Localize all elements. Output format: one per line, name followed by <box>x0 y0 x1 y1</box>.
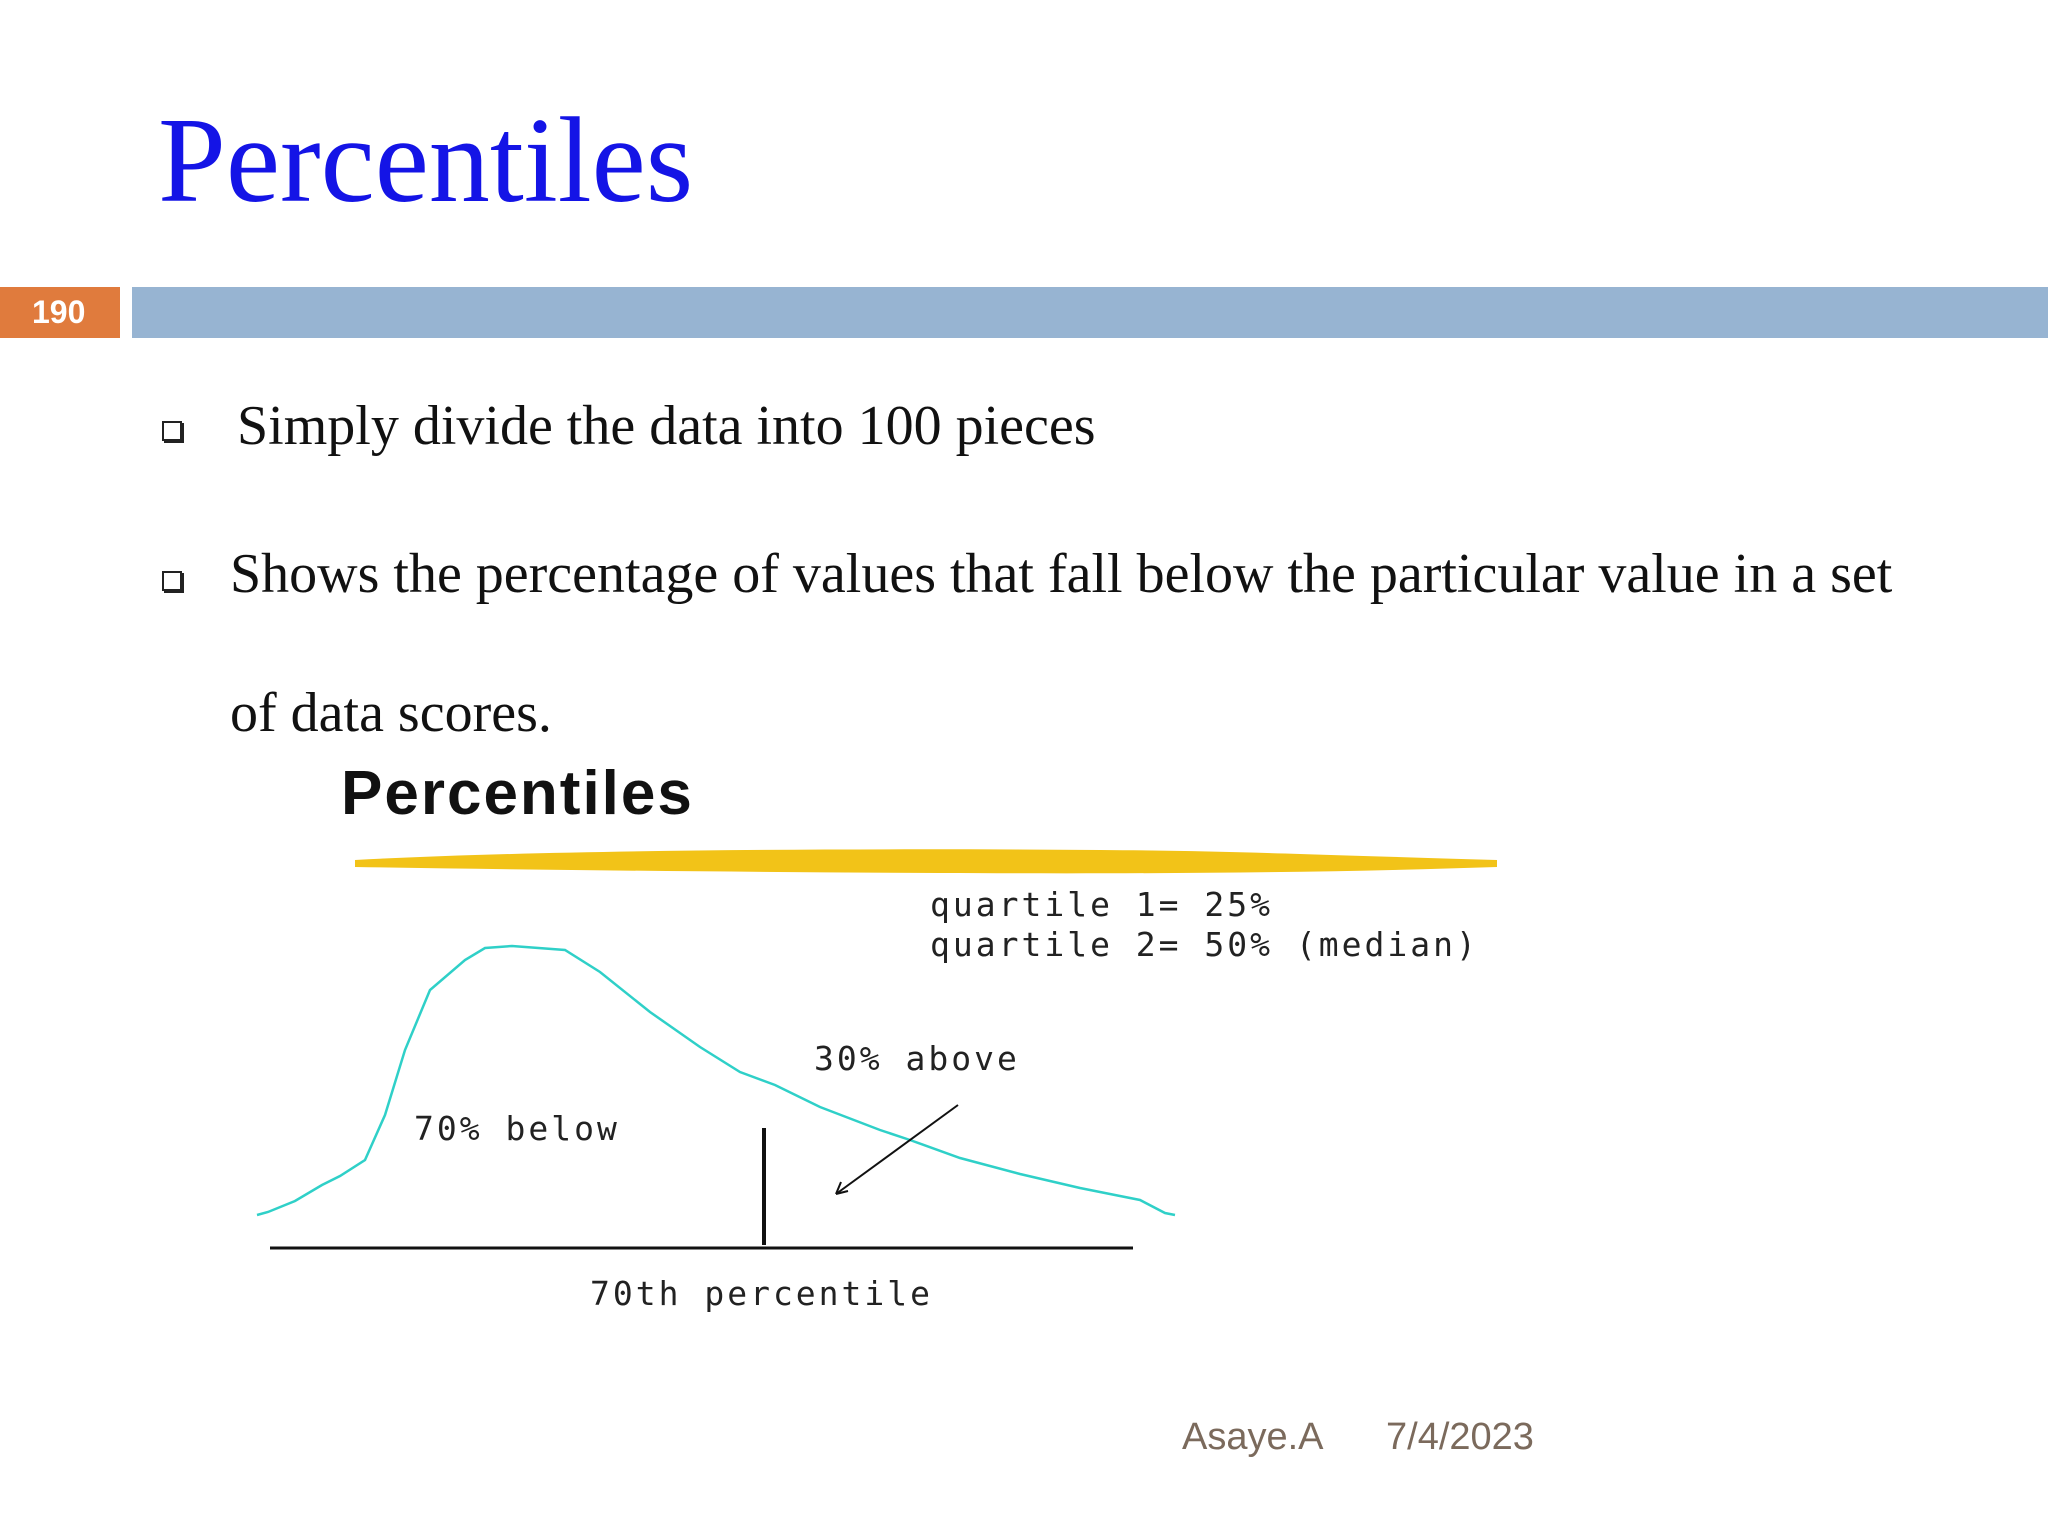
figure-heading: Percentiles <box>341 759 694 828</box>
bullet-square-icon <box>162 421 182 441</box>
distribution-curve <box>256 944 1176 1217</box>
footer-author: Asaye.A <box>1182 1416 1324 1458</box>
title-divider-bar <box>132 287 2048 338</box>
above-arrow-line <box>835 1104 959 1195</box>
quartile-1-label: quartile 1= 25% <box>930 885 1273 924</box>
bullet-text: Simply divide the data into 100 pieces <box>237 395 1096 457</box>
bullet-text-line-2: of data scores. <box>230 682 552 744</box>
above-arrow-icon <box>835 1181 849 1195</box>
bullet-text-line-1: Shows the percentage of values that fall… <box>230 543 1893 605</box>
above-label: 30% above <box>814 1039 1020 1078</box>
percentile-diagram: Percentiles quartile 1= 25% quartile 2= … <box>256 759 1497 1313</box>
slide-title: Percentiles <box>158 93 694 228</box>
quartile-2-label: quartile 2= 50% (median) <box>930 925 1479 964</box>
percentile-figure: Percentiles quartile 1= 25% quartile 2= … <box>240 750 1580 1340</box>
footer-date: 7/4/2023 <box>1386 1416 1534 1458</box>
highlight-brush-stroke <box>355 849 1497 874</box>
axis-caption: 70th percentile <box>590 1274 933 1313</box>
below-label: 70% below <box>414 1109 620 1148</box>
bullet-square-icon <box>162 571 182 591</box>
slide-number: 190 <box>0 287 120 338</box>
